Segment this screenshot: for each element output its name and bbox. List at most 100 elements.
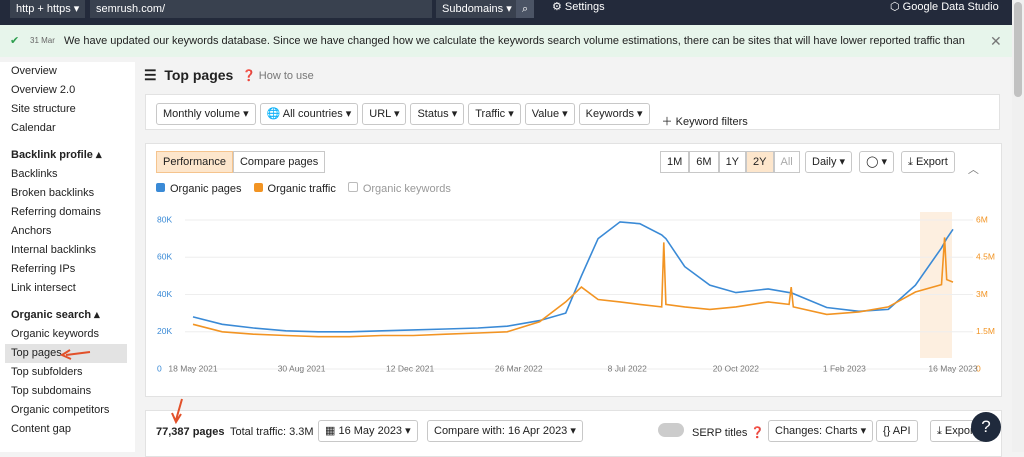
pages-count: 77,387 pages <box>156 426 225 438</box>
url-input[interactable]: semrush.com/ <box>90 0 432 18</box>
nav-section[interactable]: Backlink profile ▴ <box>11 149 102 161</box>
export-bottom-label: Export <box>944 425 977 437</box>
help-button[interactable]: ? <box>971 412 1001 442</box>
notice-bar: ✔ 31 Mar We have updated our keywords da… <box>0 25 1012 79</box>
nav-section-title: Backlink profile <box>11 149 93 161</box>
filter[interactable]: Monthly volume ▾ <box>156 103 256 125</box>
nav-item[interactable]: Top subdomains <box>11 385 92 397</box>
filter[interactable]: URL ▾ <box>362 103 407 125</box>
filter[interactable]: Traffic ▾ <box>468 103 521 125</box>
tab[interactable]: Performance <box>156 151 233 173</box>
nav-item[interactable]: Internal backlinks <box>11 244 96 256</box>
nav-item[interactable]: Broken backlinks <box>11 187 95 199</box>
nav-item[interactable]: Organic keywords <box>11 328 100 340</box>
legend-item[interactable]: Organic keywords <box>347 182 451 195</box>
keyword-filters[interactable]: ＋ Keyword filters <box>661 116 748 128</box>
notice-icon: ✔ <box>10 35 20 47</box>
settings[interactable]: ⚙ Settings <box>552 1 605 13</box>
nav-item[interactable]: Organic competitors <box>11 404 110 416</box>
y-tick-label: 20K <box>157 326 172 336</box>
sidebar: Overview Overview 2.0 Site structure Calend… <box>0 62 135 452</box>
filter[interactable]: Keywords ▾ <box>578 103 650 125</box>
series-line <box>192 221 954 333</box>
y2-tick-label: 3M <box>976 289 988 299</box>
api[interactable]: {} API <box>876 420 922 445</box>
y2-tick-label: 4.5M <box>976 252 995 262</box>
annotations[interactable]: ◯ ▾ <box>859 151 894 173</box>
period[interactable]: 1Y <box>718 151 747 173</box>
period[interactable]: 6M <box>689 151 719 173</box>
scrollbar[interactable] <box>1012 0 1024 452</box>
filter[interactable]: 🌐 All countries ▾ <box>259 103 359 125</box>
filter-label: All countries <box>282 108 343 120</box>
period[interactable]: All <box>773 151 800 173</box>
settings-label: Settings <box>564 1 605 13</box>
scope: Subdomains <box>442 3 504 15</box>
nav-item[interactable]: Referring IPs <box>11 263 76 275</box>
y-tick-label: 40K <box>157 289 172 299</box>
nav-item[interactable]: Site structure <box>11 103 76 115</box>
url: semrush.com/ <box>96 3 166 15</box>
page-title: Top pages <box>164 67 234 83</box>
period[interactable]: 1M <box>660 151 690 173</box>
nav-item[interactable]: Overview <box>11 65 57 77</box>
filter-label: Status <box>417 108 449 120</box>
changes[interactable]: Changes: Charts ▾ <box>768 420 877 445</box>
protocol-select[interactable]: http + https ▾ <box>10 0 86 18</box>
nav-item[interactable]: Calendar <box>11 122 56 134</box>
nav-item[interactable]: Backlinks <box>11 168 58 180</box>
legend-item[interactable]: Organic traffic <box>253 183 336 195</box>
changes-label: Changes: Charts <box>775 425 858 437</box>
arrow <box>171 398 183 425</box>
periods: 1M 6M 1Y 2Y All <box>660 151 800 176</box>
x-tick-label: 20 Oct 2022 <box>713 363 760 373</box>
serp-toggle[interactable] <box>658 423 684 437</box>
legend-label: Organic traffic <box>267 183 336 195</box>
help-link[interactable]: ❓ How to use <box>242 70 314 82</box>
serp: SERP titles ❓ <box>692 427 765 439</box>
nav-item[interactable]: Anchors <box>11 225 52 237</box>
y2-tick-label: 6M <box>976 214 988 224</box>
legend-check <box>347 182 358 192</box>
compare-picker[interactable]: Compare with: 16 Apr 2023 ▾ <box>427 420 587 445</box>
serp-label: SERP titles <box>692 427 748 439</box>
protocol: http + https <box>16 3 71 15</box>
filter-bar: Monthly volume ▾ 🌐 All countries ▾ URL ▾ St… <box>145 94 1000 130</box>
filter[interactable]: Status ▾ <box>410 103 465 125</box>
export-bottom[interactable]: ⤓ Export <box>930 420 1000 445</box>
export[interactable]: ⤓ Export <box>901 151 955 173</box>
nav-item[interactable]: Content gap <box>11 423 71 435</box>
total-traffic: Total traffic: 3.3M <box>230 426 314 438</box>
period[interactable]: 2Y <box>746 151 774 173</box>
compare: Compare with: 16 Apr 2023 <box>434 425 568 437</box>
series-line <box>192 237 954 338</box>
granularity[interactable]: Daily ▾ <box>805 151 853 173</box>
nav-item[interactable]: Overview 2.0 <box>11 84 76 96</box>
highlight-band <box>920 212 952 358</box>
x-tick-label: 18 May 2021 <box>168 363 217 373</box>
collapse[interactable]: ︿ <box>967 164 979 176</box>
gds-link[interactable]: ⬡ Google Data Studio <box>890 1 999 13</box>
summary-bar: 77,387 pages Total traffic: 3.3M ▦ 16 Ma… <box>145 410 1002 457</box>
notice-close[interactable]: ✕ <box>990 33 1002 49</box>
nav-item[interactable]: Top subfolders <box>11 366 83 378</box>
nav-section[interactable]: Organic search ▴ <box>11 309 100 321</box>
nav-item[interactable]: Link intersect <box>11 282 76 294</box>
filter-label: Traffic <box>475 108 506 120</box>
tab[interactable]: Compare pages <box>232 151 326 173</box>
top-bar: http + https ▾ semrush.com/ Subdomains ▾… <box>0 0 1024 25</box>
search-button[interactable]: ⌕ <box>516 0 535 18</box>
chart: 0 20K 40K 60K 80K 0 1.5M 3M 4.5M 6M 18 May 2021 30 … <box>59 212 995 425</box>
nav-item[interactable]: Referring domains <box>11 206 101 218</box>
x-tick-label: 30 Aug 2021 <box>278 363 326 373</box>
tabs: Performance Compare pages <box>156 151 326 176</box>
scope-select[interactable]: Subdomains ▾ <box>436 0 518 18</box>
controls: Daily ▾ ◯ ▾ ⤓ Export ︿ <box>805 151 979 177</box>
filter-label: Value <box>531 108 560 120</box>
filter-label: Keywords <box>585 108 634 120</box>
y-tick-label: 80K <box>157 214 172 224</box>
legend-item[interactable]: Organic pages <box>156 183 242 195</box>
filter-label: URL <box>369 108 391 120</box>
filter[interactable]: Value ▾ <box>524 103 575 125</box>
date-picker[interactable]: ▦ 16 May 2023 ▾ <box>318 420 422 445</box>
